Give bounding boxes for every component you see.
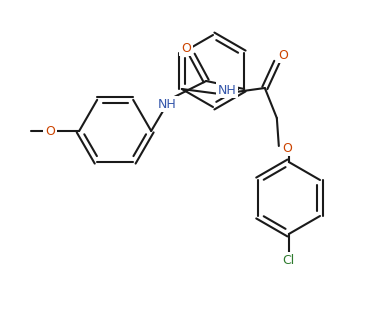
Text: O: O bbox=[282, 141, 292, 155]
Text: Cl: Cl bbox=[283, 254, 295, 266]
Text: O: O bbox=[181, 41, 191, 55]
Text: O: O bbox=[45, 124, 55, 137]
Text: NH: NH bbox=[158, 98, 177, 111]
Text: O: O bbox=[278, 49, 288, 62]
Text: NH: NH bbox=[217, 83, 236, 97]
